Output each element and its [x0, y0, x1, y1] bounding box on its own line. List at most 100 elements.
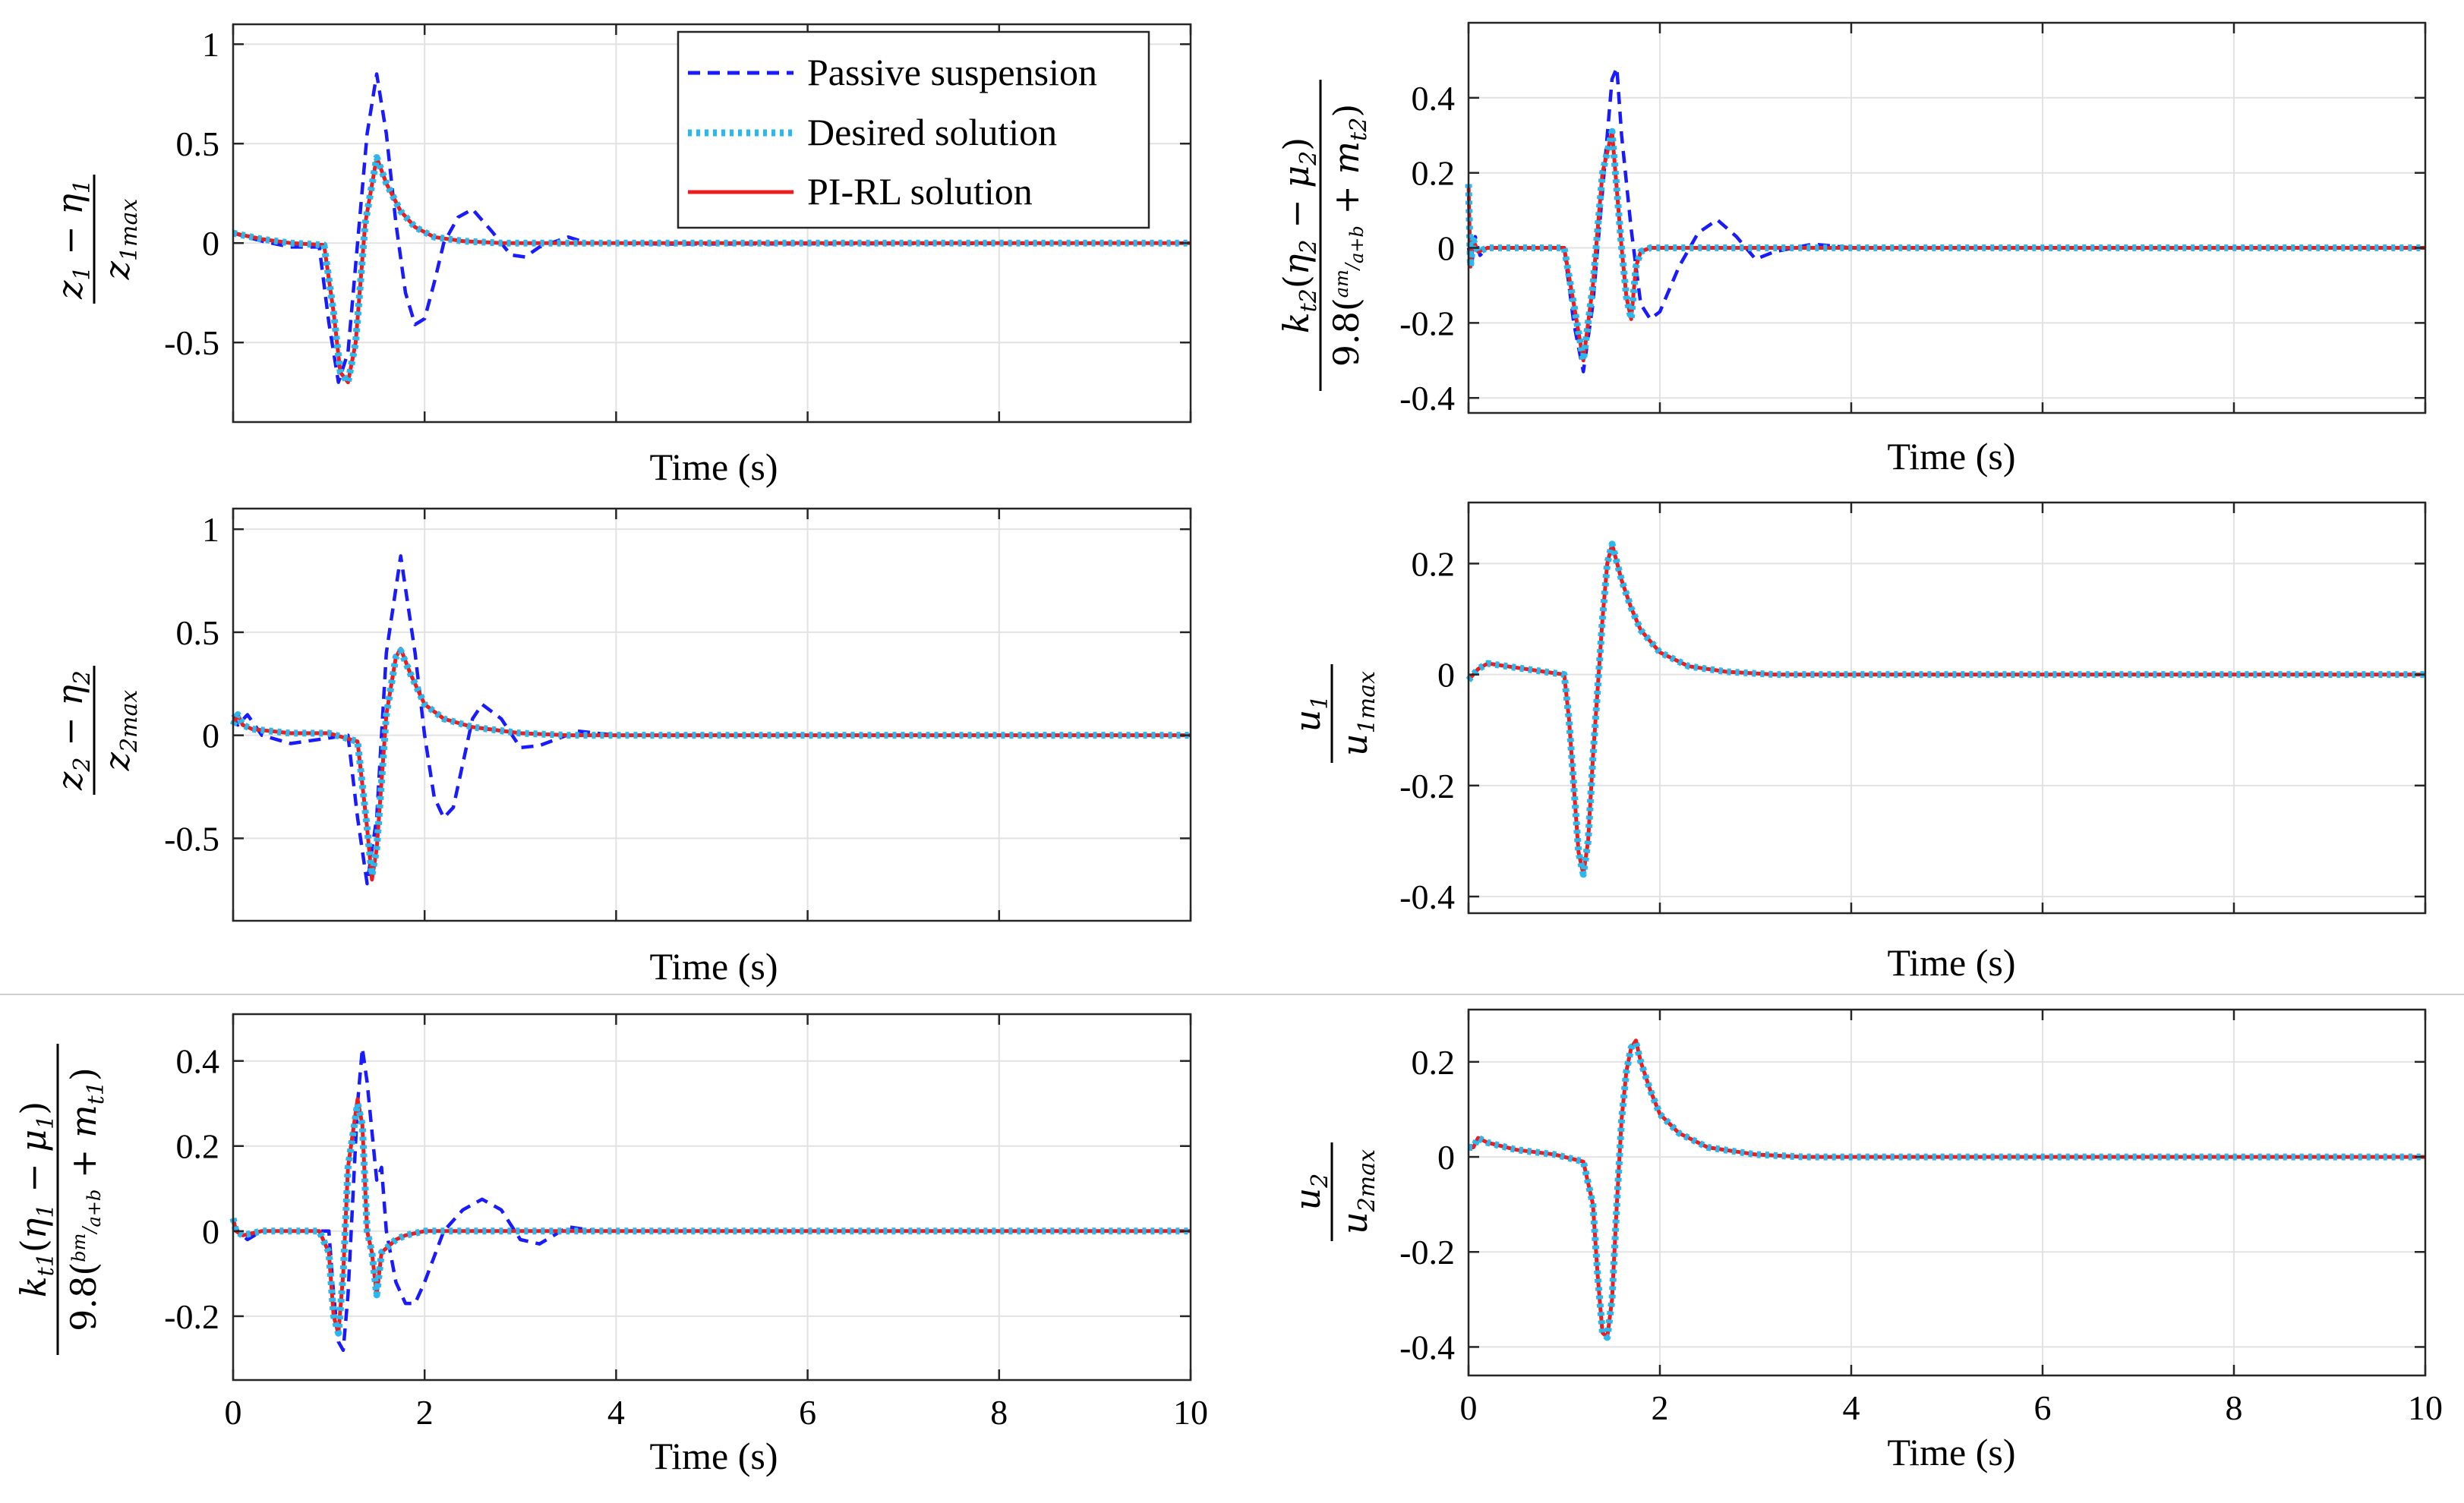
svg-text:kt1(η1 − μ1): kt1(η1 − μ1) — [13, 1101, 59, 1297]
y-tick-label: -0.2 — [1399, 304, 1455, 342]
y-tick-label: 0 — [202, 224, 219, 263]
series-line-pi-rl-solution — [1467, 542, 2425, 877]
svg-text:u2max: u2max — [1334, 1149, 1380, 1234]
y-tick-label: -0.2 — [164, 1297, 219, 1336]
plot-frame — [1467, 1008, 2427, 1377]
x-tick-label: 8 — [2226, 1388, 2243, 1427]
y-tick-label: 0.4 — [1412, 79, 1456, 118]
svg-text:9.8(am/a+b + mt2): 9.8(am/a+b + mt2) — [1326, 104, 1372, 367]
series-group — [232, 72, 1191, 386]
legend-label-desired: Desired solution — [807, 111, 1057, 153]
series-line-pi-rl-solution — [231, 647, 1191, 882]
svg-text:z1max: z1max — [96, 199, 143, 281]
tick-labels: 0.4 0.2 0 -0.2 -0.4 — [1399, 79, 1455, 417]
panel-z2-eta2: 1 0.5 0 -0.5 Time (s) z2 − η2 z2max — [49, 507, 1192, 988]
plot-frame — [1467, 21, 2427, 414]
tick-labels: 0 2 4 6 8 10 0.2 0 -0.2 -0.4 — [1399, 1043, 2443, 1427]
series-group — [1465, 540, 2425, 878]
svg-text:z2 − η2: z2 − η2 — [49, 670, 96, 791]
series-group — [1469, 1038, 2425, 1341]
y-tick-label: 0 — [1437, 229, 1455, 268]
panel-kt2-force: 0.4 0.2 0 -0.2 -0.4 Time (s) kt2(η2 − μ2) 9.… — [1276, 21, 2427, 477]
grid — [232, 1014, 1191, 1380]
legend-label-passive: Passive suspension — [807, 51, 1097, 93]
y-tick-label: -0.5 — [164, 819, 219, 858]
y-axis-label: u2 u2max — [1287, 1142, 1380, 1241]
axes-frame — [1467, 501, 2427, 915]
x-tick-label: 10 — [1173, 1393, 1208, 1432]
x-tick-label: 2 — [416, 1393, 434, 1432]
y-tick-label: -0.4 — [1399, 1328, 1455, 1366]
panel-z1-eta1: 1 0.5 0 -0.5 Time (s) z1 − η1 z1max Passive… — [49, 23, 1192, 488]
x-tick-label: 8 — [990, 1393, 1008, 1432]
y-tick-label: 0 — [1437, 656, 1455, 695]
y-tick-label: 0 — [202, 717, 219, 755]
y-tick-label: -0.5 — [164, 323, 219, 362]
series-line-desired-solution — [232, 154, 1191, 386]
axes-frame — [232, 1013, 1192, 1382]
series-group — [229, 1046, 1191, 1353]
x-axis-label: Time (s) — [1887, 1431, 2015, 1473]
y-tick-label: 0 — [202, 1212, 219, 1251]
svg-text:kt2(η2 − μ2): kt2(η2 − μ2) — [1276, 137, 1322, 333]
y-tick-label: 0.2 — [1412, 544, 1456, 583]
x-tick-label: 6 — [799, 1393, 816, 1432]
x-axis-label: Time (s) — [1887, 941, 2015, 984]
plot-frame — [232, 507, 1192, 922]
x-tick-label: 2 — [1652, 1388, 1669, 1427]
svg-text:u1: u1 — [1287, 695, 1333, 733]
tick-labels: 0.2 0 -0.2 -0.4 — [1399, 544, 1455, 916]
y-tick-label: 1 — [202, 25, 219, 64]
y-axis-label: z2 − η2 z2max — [49, 666, 143, 795]
plot-frame — [232, 1013, 1192, 1382]
x-tick-label: 10 — [2408, 1388, 2443, 1427]
series-group — [1465, 66, 2425, 373]
x-axis-label: Time (s) — [649, 446, 778, 488]
axes-frame — [1467, 21, 2427, 414]
x-axis-label: Time (s) — [649, 945, 778, 988]
y-tick-label: 0.2 — [1412, 1043, 1456, 1082]
series-line-pi-rl-solution — [1469, 1038, 2425, 1340]
y-tick-label: 1 — [202, 510, 219, 549]
x-axis-label: Time (s) — [1887, 435, 2015, 477]
series-line-desired-solution — [1465, 128, 2425, 364]
panel-u2: 0 2 4 6 8 10 0.2 0 -0.2 -0.4 Time (s) u2 u2max — [1287, 1008, 2443, 1473]
plot-frame — [232, 23, 1192, 424]
y-axis-label: u1 u1max — [1287, 664, 1380, 763]
y-tick-label: -0.4 — [1399, 379, 1455, 417]
x-axis-label: Time (s) — [649, 1435, 778, 1477]
y-tick-label: 0.4 — [176, 1042, 220, 1081]
y-axis-label: kt2(η2 − μ2) 9.8(am/a+b + mt2) — [1276, 80, 1372, 391]
y-tick-label: 0.5 — [176, 613, 220, 652]
legend-label-pirl: PI-RL solution — [807, 170, 1033, 213]
series-line-passive-suspension — [1466, 66, 2425, 373]
legend: Passive suspension Desired solution PI-R… — [677, 30, 1150, 229]
y-tick-label: 0.2 — [1412, 154, 1456, 193]
plot-frame — [1467, 501, 2427, 915]
series-line-passive-suspension — [232, 1046, 1191, 1353]
panel-u1: 0.2 0 -0.2 -0.4 Time (s) u1 u1max — [1287, 501, 2427, 984]
series-line-desired-solution — [229, 647, 1191, 879]
series-line-desired-solution — [1465, 540, 2425, 878]
series-group — [229, 554, 1191, 886]
y-tick-label: 0.2 — [176, 1127, 220, 1166]
x-tick-label: 6 — [2034, 1388, 2052, 1427]
y-axis-label: z1 − η1 z1max — [49, 175, 143, 304]
tick-labels: 1 0.5 0 -0.5 — [164, 510, 219, 858]
y-tick-label: -0.2 — [1399, 767, 1455, 805]
tick-labels: 0 2 4 6 8 10 0.4 0.2 0 -0.2 — [164, 1042, 1208, 1432]
svg-text:u1max: u1max — [1334, 671, 1380, 756]
svg-text:z1 − η1: z1 − η1 — [49, 179, 96, 300]
x-tick-label: 4 — [1843, 1388, 1860, 1427]
svg-text:u2: u2 — [1287, 1174, 1333, 1211]
tick-labels: 1 0.5 0 -0.5 — [164, 25, 219, 362]
x-tick-label: 0 — [1460, 1388, 1478, 1427]
y-tick-label: 0 — [1437, 1138, 1455, 1177]
x-tick-label: 4 — [607, 1393, 625, 1432]
panel-kt1-force: 0 2 4 6 8 10 0.4 0.2 0 -0.2 Time (s) kt1(η1 − μ1)… — [13, 1013, 1208, 1477]
series-line-desired-solution — [1469, 1039, 2425, 1341]
grid — [1468, 503, 2426, 913]
y-tick-label: -0.4 — [1399, 878, 1455, 916]
axes-frame — [1467, 1008, 2427, 1377]
